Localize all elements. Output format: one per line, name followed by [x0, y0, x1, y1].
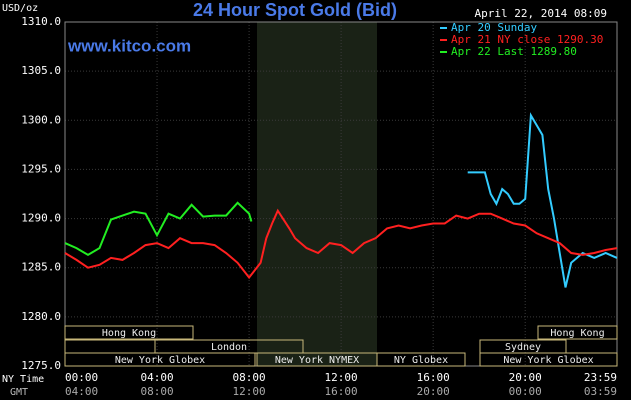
legend-label: Apr 20 Sunday [451, 21, 537, 34]
gmt-tick-label: 04:00 [65, 385, 98, 398]
session-box [64, 325, 194, 340]
y-tick-label: 1280.0 [21, 310, 61, 323]
y-tick-label: 1295.0 [21, 162, 61, 175]
session-label: New York Globex [115, 355, 205, 366]
y-tick-label: 1275.0 [21, 359, 61, 372]
legend-label: Apr 22 Last 1289.80 [451, 45, 577, 58]
y-tick-label: 1300.0 [21, 113, 61, 126]
session-label: London [211, 342, 247, 353]
site-url: www.kitco.com [67, 36, 191, 55]
session-box [537, 325, 618, 340]
y-tick-label: 1310.0 [21, 15, 61, 28]
x-tick-label: 12:00 [325, 371, 358, 384]
series-line [64, 201, 253, 257]
gmt-tick-label: 03:59 [584, 385, 617, 398]
y-axis-label: USD/oz [2, 3, 38, 14]
timestamp: April 22, 2014 08:09 [475, 7, 607, 20]
session-label: Hong Kong [550, 328, 604, 339]
legend-label: Apr 21 NY close 1290.30 [451, 33, 603, 46]
session-label: New York Globex [503, 355, 593, 366]
gmt-tick-label: 08:00 [140, 385, 173, 398]
series-line [467, 112, 618, 288]
session-label: Sydney [505, 342, 541, 353]
y-tick-label: 1290.0 [21, 212, 61, 225]
gmt-tick-label: 12:00 [233, 385, 266, 398]
x-tick-label: 20:00 [509, 371, 542, 384]
y-tick-label: 1285.0 [21, 261, 61, 274]
gmt-tick-label: 00:00 [509, 385, 542, 398]
nymex-shade [257, 22, 377, 366]
y-tick-label: 1305.0 [21, 64, 61, 77]
x-tick-label: 23:59 [584, 371, 617, 384]
session-box [64, 352, 256, 367]
session-label: NY Globex [394, 355, 448, 366]
session-box [376, 352, 466, 367]
x-tick-label: 16:00 [417, 371, 450, 384]
gmt-tick-label: 20:00 [417, 385, 450, 398]
session-box [479, 352, 618, 367]
x-row-label: NY Time [2, 374, 44, 385]
x-tick-label: 00:00 [65, 371, 98, 384]
session-label: New York NYMEX [275, 355, 359, 366]
x-tick-label: 08:00 [233, 371, 266, 384]
gmt-tick-label: 16:00 [325, 385, 358, 398]
series-line [64, 208, 618, 280]
chart-title: 24 Hour Spot Gold (Bid) [193, 0, 397, 20]
x-tick-label: 04:00 [140, 371, 173, 384]
x-row-label: GMT [10, 387, 28, 398]
session-label: Hong Kong [102, 328, 156, 339]
